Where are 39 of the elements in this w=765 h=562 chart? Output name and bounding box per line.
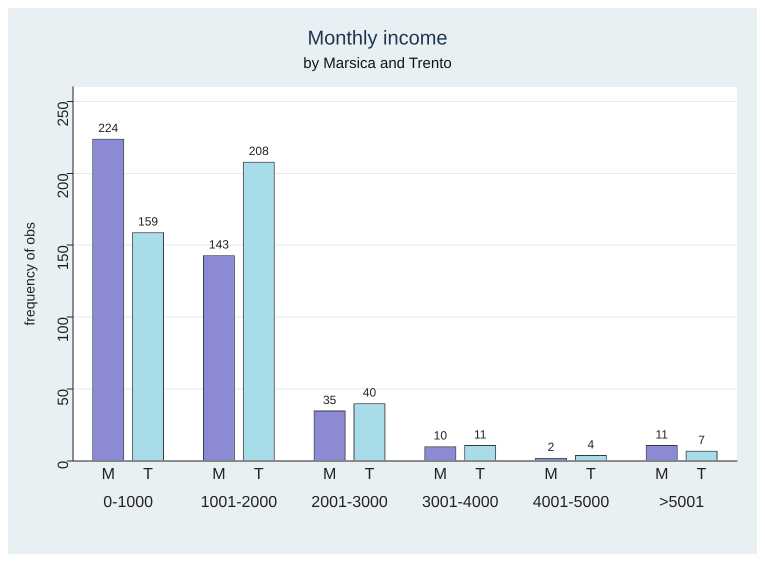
y-tick-label: 150 <box>54 245 72 270</box>
x-tick-label: 0-1000 <box>103 494 154 511</box>
data-label: 208 <box>248 144 270 158</box>
data-label: 4 <box>588 437 595 452</box>
text: M <box>434 466 447 484</box>
text: T <box>254 466 264 484</box>
text: M <box>322 466 336 484</box>
y-tick-label: 0 <box>54 460 72 470</box>
data-label: 11 <box>655 427 668 442</box>
text: T <box>696 466 706 484</box>
text: M <box>212 466 226 484</box>
text: M <box>544 466 558 484</box>
x-tick-label: 3001-4000 <box>422 494 499 511</box>
data-label: 143 <box>208 238 230 252</box>
x-tick-label: 2001-3000 <box>311 494 388 511</box>
y-tick-label: 250 <box>54 101 72 126</box>
chart-title: Monthly income <box>307 28 448 50</box>
series-label: T <box>143 466 154 484</box>
y-tick-label: 50 <box>54 388 72 406</box>
data-label: 159 <box>138 214 158 229</box>
data-label: 2 <box>548 440 555 454</box>
text: T <box>475 466 486 484</box>
x-tick-label: 1001-2000 <box>200 494 278 511</box>
x-tick-label: 4001-5000 <box>532 494 610 511</box>
data-label: 10 <box>434 428 448 443</box>
data-label: 224 <box>98 121 119 136</box>
data-label: 40 <box>362 386 376 400</box>
text: M <box>655 466 668 484</box>
data-label: 11 <box>474 427 487 442</box>
text: T <box>586 466 596 484</box>
text: T <box>364 466 374 484</box>
chart-subtitle: by Marsica and Trento <box>303 55 452 72</box>
y-tick-label: 100 <box>54 317 72 342</box>
series-label: M <box>102 466 115 484</box>
data-label: 7 <box>698 433 706 448</box>
x-tick-label: >5001 <box>659 494 704 511</box>
y-axis-title: frequency of obs <box>21 222 38 326</box>
y-tick-label: 200 <box>54 173 72 198</box>
data-label: 35 <box>322 392 337 407</box>
